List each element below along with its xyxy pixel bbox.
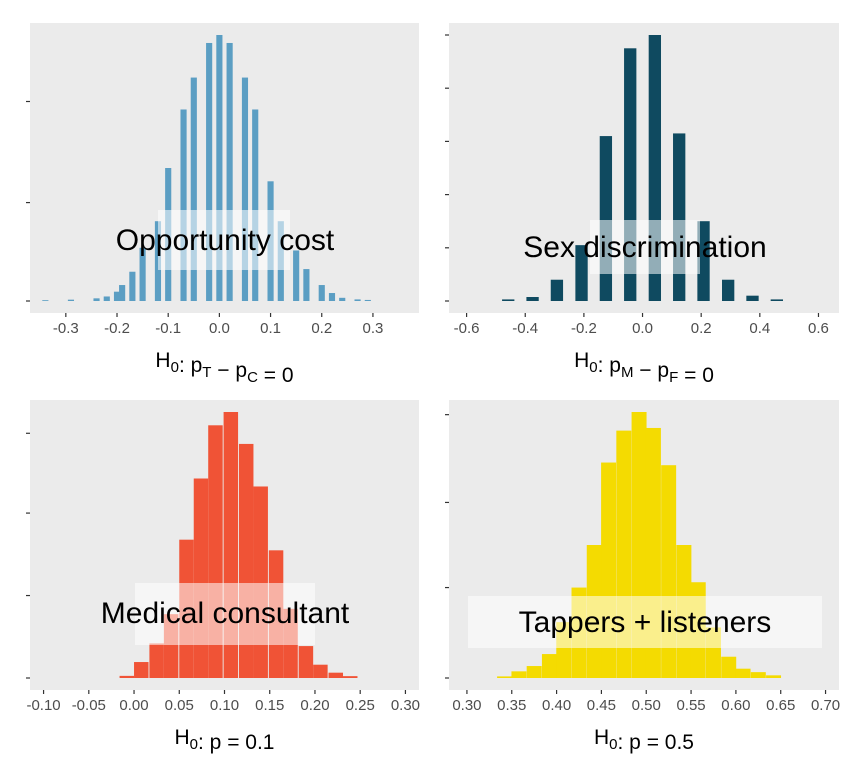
bar xyxy=(328,293,336,301)
x-tick-label: 0.25 xyxy=(346,697,375,714)
bar xyxy=(766,675,782,678)
x-tick-label: 0.0 xyxy=(209,320,230,337)
panel-label: Tappers + listeners xyxy=(519,606,772,639)
bar xyxy=(113,291,121,301)
x-tick-label: -0.2 xyxy=(104,320,130,337)
bar xyxy=(193,478,209,678)
bar xyxy=(697,221,710,301)
x-tick-label: 0.4 xyxy=(749,320,770,337)
panel-opportunity: Opportunity cost -0.3 -0.2 -0.1 0.0 0.1 0.2 0.3… xyxy=(26,23,419,387)
bar xyxy=(770,299,783,301)
panel-tappers: Tappers + listeners 0.30 0.35 0.40 0.45 0.50 0… xyxy=(445,400,840,754)
x-tick-label: -0.05 xyxy=(72,697,106,714)
bar xyxy=(154,221,162,301)
x-tick-label: 0.15 xyxy=(255,697,284,714)
x-tick-label: -0.6 xyxy=(454,320,480,337)
label-box xyxy=(135,583,315,645)
bar xyxy=(339,297,346,301)
x-axis-title: H0: p = 0.1 xyxy=(175,726,275,754)
bar xyxy=(241,77,249,301)
x-tick-label: 0.65 xyxy=(766,697,795,714)
bar xyxy=(575,245,588,301)
bar xyxy=(129,271,136,301)
x-tick-label: 0.6 xyxy=(808,320,829,337)
bar xyxy=(722,279,735,301)
bar xyxy=(318,285,325,301)
x-tick-label: 0.50 xyxy=(632,697,661,714)
bar xyxy=(497,676,513,678)
bar xyxy=(298,646,314,678)
x-tick-label: 0.3 xyxy=(363,320,384,337)
label-box xyxy=(590,220,700,274)
bar xyxy=(293,250,300,301)
bar xyxy=(93,298,100,301)
x-tick-label: 0.60 xyxy=(721,697,750,714)
bar xyxy=(252,109,259,301)
bar xyxy=(119,675,135,678)
x-tick-label: -0.10 xyxy=(26,697,60,714)
bar xyxy=(103,296,110,301)
x-tick-label: 0.30 xyxy=(391,697,420,714)
bar xyxy=(226,42,233,301)
bar xyxy=(354,299,361,301)
bar xyxy=(67,299,75,301)
bar xyxy=(303,269,310,301)
x-tick-label: 0.35 xyxy=(497,697,526,714)
x-tick-label: 0.2 xyxy=(691,320,712,337)
x-tick-label: 0.30 xyxy=(452,697,481,714)
label-box xyxy=(158,210,290,270)
bar xyxy=(502,299,515,301)
bar xyxy=(343,676,358,678)
bar xyxy=(134,662,149,678)
bar xyxy=(364,299,371,301)
panel-medical: Medical consultant -0.10 -0.05 0.00 0.05 0.10… xyxy=(26,400,420,754)
bar xyxy=(216,35,223,301)
panel-sex: Sex discrimination -0.6 -0.4 -0.2 0.0 0.2 0.4 0… xyxy=(445,23,839,387)
bar xyxy=(526,666,542,678)
bar xyxy=(599,136,613,301)
panel-label: Sex discrimination xyxy=(523,231,766,264)
x-axis-title: H0: p = 0.5 xyxy=(594,726,694,754)
x-tick-label: -0.2 xyxy=(571,320,597,337)
bar xyxy=(550,279,564,301)
bar xyxy=(328,672,344,678)
x-tick-label: -0.4 xyxy=(512,320,538,337)
bar xyxy=(139,247,146,301)
x-tick-label: 0.10 xyxy=(210,697,239,714)
label-box xyxy=(468,596,822,648)
bar xyxy=(149,643,164,678)
panel-label: Medical consultant xyxy=(101,597,350,630)
x-tick-label: -0.1 xyxy=(155,320,181,337)
bar xyxy=(180,109,187,301)
bar xyxy=(253,486,268,678)
x-tick-label: 0.70 xyxy=(811,697,840,714)
bar xyxy=(313,664,328,678)
bar xyxy=(511,671,527,678)
bar xyxy=(735,668,751,678)
x-tick-label: 0.1 xyxy=(260,320,281,337)
x-tick-label: 0.2 xyxy=(311,320,332,337)
x-tick-label: 0.45 xyxy=(587,697,616,714)
panel-label: Opportunity cost xyxy=(116,224,335,257)
x-axis-title: H0: pT − pC = 0 xyxy=(155,349,293,387)
bar xyxy=(750,672,766,678)
bar xyxy=(190,77,197,301)
x-tick-label: 0.00 xyxy=(119,697,148,714)
bar xyxy=(746,295,759,301)
x-axis-title: H0: pM − pF = 0 xyxy=(574,349,714,387)
bar xyxy=(119,285,126,301)
bar xyxy=(721,656,737,678)
x-tick-label: 0.20 xyxy=(300,697,329,714)
bar xyxy=(526,297,539,301)
x-tick-label: 0.0 xyxy=(632,320,653,337)
x-tick-label: 0.05 xyxy=(165,697,194,714)
bar xyxy=(541,654,557,678)
bar xyxy=(673,133,686,301)
bar xyxy=(42,300,49,302)
bar xyxy=(206,42,213,301)
x-tick-label: 0.55 xyxy=(676,697,705,714)
x-tick-label: -0.3 xyxy=(53,320,79,337)
x-tick-label: 0.40 xyxy=(542,697,571,714)
